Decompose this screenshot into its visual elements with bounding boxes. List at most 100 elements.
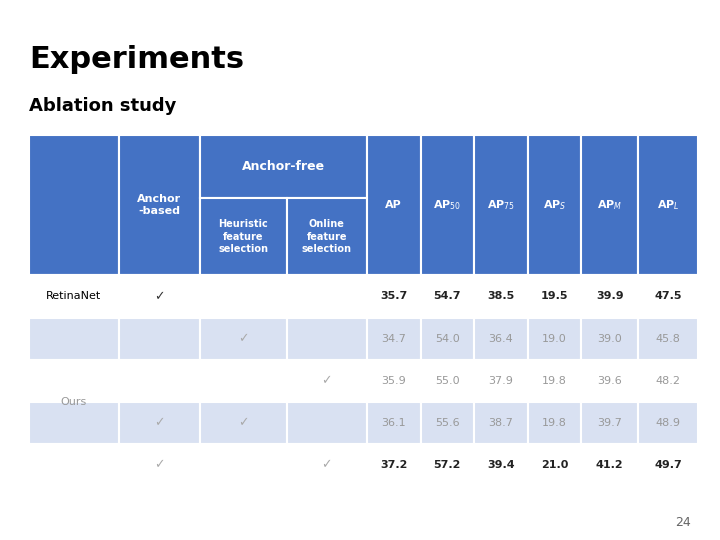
Bar: [120, 360, 199, 402]
Bar: [29, 135, 120, 275]
Text: Online
feature
selection: Online feature selection: [302, 219, 352, 254]
Text: ✓: ✓: [154, 416, 165, 429]
Bar: [638, 135, 698, 275]
Bar: [199, 198, 287, 275]
Text: ✓: ✓: [238, 416, 248, 429]
Text: 48.2: 48.2: [656, 376, 681, 386]
Bar: [120, 318, 199, 360]
Bar: [420, 360, 474, 402]
Text: AP$_{S}$: AP$_{S}$: [543, 198, 566, 212]
Text: Experiments: Experiments: [29, 44, 244, 73]
Text: 54.7: 54.7: [433, 292, 461, 301]
Text: ✓: ✓: [322, 458, 332, 471]
Text: 48.9: 48.9: [656, 418, 681, 428]
Text: AP$_{50}$: AP$_{50}$: [433, 198, 462, 212]
Bar: [638, 360, 698, 402]
Text: 19.8: 19.8: [542, 418, 567, 428]
Bar: [367, 444, 420, 486]
Bar: [638, 318, 698, 360]
Text: 37.9: 37.9: [488, 376, 513, 386]
Bar: [29, 275, 120, 318]
Text: 39.9: 39.9: [596, 292, 624, 301]
Bar: [474, 318, 528, 360]
Text: 45.8: 45.8: [656, 334, 680, 343]
Text: 39.4: 39.4: [487, 460, 515, 470]
Text: 55.0: 55.0: [435, 376, 459, 386]
Text: AP$_{M}$: AP$_{M}$: [597, 198, 622, 212]
Bar: [528, 135, 581, 275]
Bar: [120, 402, 199, 444]
Bar: [474, 444, 528, 486]
Bar: [528, 402, 581, 444]
Bar: [287, 275, 367, 318]
Text: RetinaNet: RetinaNet: [46, 292, 102, 301]
Text: 41.2: 41.2: [596, 460, 624, 470]
Text: 24: 24: [675, 516, 691, 530]
Bar: [199, 318, 287, 360]
Bar: [581, 275, 638, 318]
Text: 39.0: 39.0: [598, 334, 622, 343]
Bar: [638, 402, 698, 444]
Bar: [367, 135, 420, 275]
Bar: [29, 318, 120, 360]
Bar: [199, 360, 287, 402]
Text: AP$_{L}$: AP$_{L}$: [657, 198, 680, 212]
Text: 55.6: 55.6: [435, 418, 459, 428]
Text: 36.4: 36.4: [488, 334, 513, 343]
Bar: [199, 135, 367, 198]
Text: 35.7: 35.7: [380, 292, 408, 301]
Bar: [287, 198, 367, 275]
Text: Anchor-free: Anchor-free: [242, 160, 325, 173]
Text: ✓: ✓: [322, 374, 332, 387]
Bar: [287, 360, 367, 402]
Bar: [581, 360, 638, 402]
Bar: [199, 444, 287, 486]
Text: 36.1: 36.1: [382, 418, 406, 428]
Text: 34.7: 34.7: [382, 334, 406, 343]
Text: AP: AP: [385, 200, 402, 210]
Bar: [474, 402, 528, 444]
Bar: [420, 275, 474, 318]
Text: 19.0: 19.0: [542, 334, 567, 343]
Bar: [199, 402, 287, 444]
Bar: [367, 402, 420, 444]
Text: 38.7: 38.7: [488, 418, 513, 428]
Text: 19.8: 19.8: [542, 376, 567, 386]
Bar: [367, 360, 420, 402]
Text: ✓: ✓: [154, 290, 165, 303]
Text: 38.5: 38.5: [487, 292, 515, 301]
Bar: [474, 360, 528, 402]
Text: AP$_{75}$: AP$_{75}$: [487, 198, 515, 212]
Text: 54.0: 54.0: [435, 334, 459, 343]
Bar: [528, 318, 581, 360]
Text: 21.0: 21.0: [541, 460, 568, 470]
Text: Heuristic
feature
selection: Heuristic feature selection: [218, 219, 268, 254]
Bar: [638, 444, 698, 486]
Bar: [367, 318, 420, 360]
Text: 35.9: 35.9: [382, 376, 406, 386]
Bar: [420, 402, 474, 444]
Bar: [29, 444, 120, 486]
Bar: [474, 275, 528, 318]
Bar: [420, 318, 474, 360]
Bar: [120, 275, 199, 318]
Bar: [287, 444, 367, 486]
Bar: [581, 318, 638, 360]
Text: ✓: ✓: [154, 458, 165, 471]
Bar: [420, 444, 474, 486]
Bar: [581, 444, 638, 486]
Text: 19.5: 19.5: [541, 292, 568, 301]
Bar: [287, 318, 367, 360]
Text: Anchor
-based: Anchor -based: [138, 194, 181, 217]
Bar: [120, 135, 199, 275]
Bar: [528, 444, 581, 486]
Bar: [474, 135, 528, 275]
Bar: [199, 275, 287, 318]
Bar: [29, 402, 120, 444]
Text: 49.7: 49.7: [654, 460, 682, 470]
Text: Ablation study: Ablation study: [29, 97, 176, 114]
Bar: [420, 135, 474, 275]
Bar: [528, 360, 581, 402]
Bar: [581, 402, 638, 444]
Bar: [29, 360, 120, 402]
